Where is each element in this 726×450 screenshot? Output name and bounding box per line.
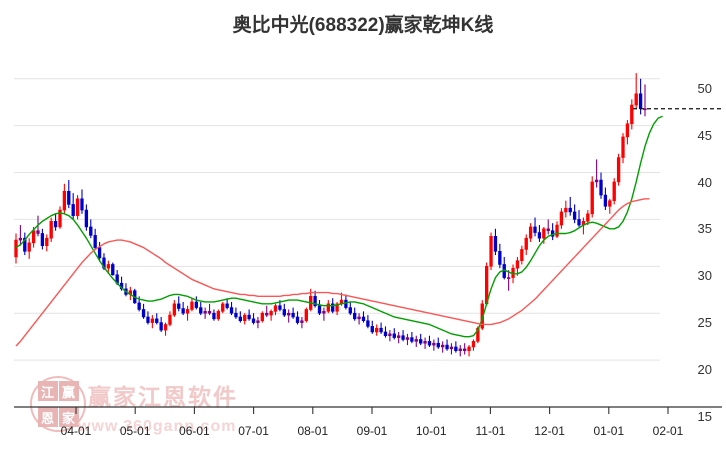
y-axis-tick-label: 35 xyxy=(697,221,712,237)
y-axis-tick-label: 15 xyxy=(697,409,712,424)
axis-lines xyxy=(14,406,722,414)
x-axis-tick-label: 10-01 xyxy=(415,424,447,438)
candlestick-series xyxy=(14,73,647,357)
seal-char: 家 xyxy=(58,407,79,427)
x-axis-tick-label: 01-01 xyxy=(593,424,625,438)
x-axis-tick-label: 11-01 xyxy=(475,424,506,438)
x-axis-tick-label: 06-01 xyxy=(179,424,210,438)
y-axis-tick-label: 50 xyxy=(697,80,712,96)
grid-lines xyxy=(14,78,660,408)
x-axis-tick-label: 09-01 xyxy=(356,424,388,438)
x-axis-tick-label: 08-01 xyxy=(297,424,329,438)
y-axis-tick-label: 20 xyxy=(697,362,712,378)
watermark-seal-logo: 江 赢 恩 家 xyxy=(30,376,86,432)
seal-char: 恩 xyxy=(37,407,58,427)
x-axis-tick-label: 04-01 xyxy=(60,424,92,438)
y-axis-tick-label: 45 xyxy=(697,127,712,143)
x-axis-tick-label: 12-01 xyxy=(534,424,565,438)
watermark-brand-text: 赢家江恩软件 xyxy=(88,384,238,410)
chart-title: 奥比中光(688322)赢家乾坤K线 xyxy=(232,15,494,36)
moving-average-lines xyxy=(15,115,663,347)
x-axis-tick-label: 05-01 xyxy=(119,424,151,438)
y-axis-tick-label: 30 xyxy=(697,268,712,284)
y-axis-tick-label: 40 xyxy=(697,174,712,190)
seal-char: 赢 xyxy=(58,381,79,401)
y-axis-tick-label: 25 xyxy=(697,315,712,331)
seal-char: 江 xyxy=(37,381,58,401)
x-axis-tick-label: 07-01 xyxy=(238,424,269,438)
x-axis-tick-label: 02-01 xyxy=(652,424,684,438)
watermark-url-text: www.360gann.com xyxy=(78,418,237,435)
